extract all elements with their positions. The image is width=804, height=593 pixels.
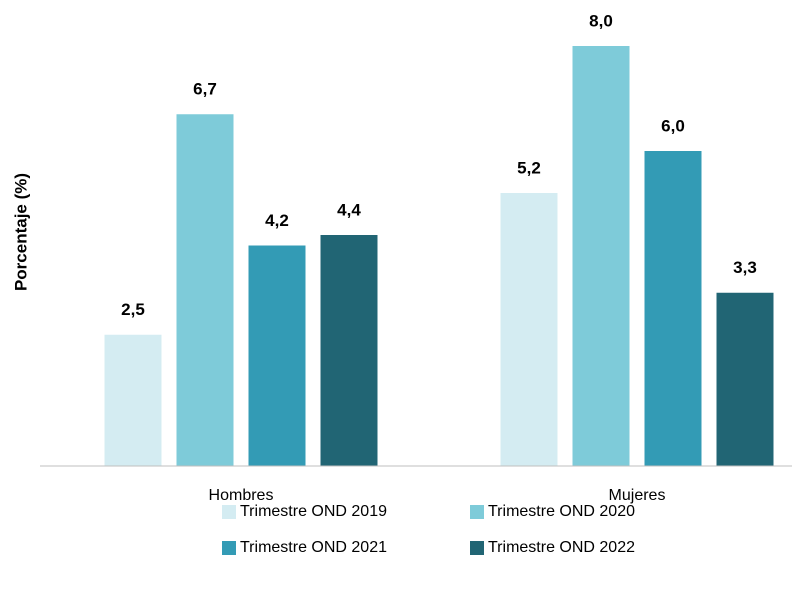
legend-label: Trimestre OND 2020 bbox=[488, 503, 635, 520]
data-label: 4,4 bbox=[337, 200, 361, 219]
data-label: 8,0 bbox=[589, 11, 613, 30]
legend-swatch bbox=[470, 541, 484, 555]
bar bbox=[716, 292, 774, 466]
bar bbox=[104, 334, 162, 466]
bar bbox=[500, 193, 558, 466]
data-label: 6,0 bbox=[661, 116, 685, 135]
x-tick-label: Mujeres bbox=[609, 487, 666, 504]
data-label: 2,5 bbox=[121, 300, 145, 319]
legend-swatch bbox=[222, 505, 236, 519]
data-label: 4,2 bbox=[265, 211, 289, 230]
legend-label: Trimestre OND 2022 bbox=[488, 539, 635, 556]
data-label: 6,7 bbox=[193, 80, 217, 99]
bar bbox=[176, 114, 234, 466]
legend-swatch bbox=[470, 505, 484, 519]
bar bbox=[320, 235, 378, 466]
data-label: 5,2 bbox=[517, 158, 541, 177]
legend-label: Trimestre OND 2019 bbox=[240, 503, 387, 520]
legend-swatch bbox=[222, 541, 236, 555]
y-axis-label: Porcentaje (%) bbox=[11, 173, 30, 291]
bar bbox=[572, 46, 630, 466]
legend-label: Trimestre OND 2021 bbox=[240, 539, 387, 556]
x-tick-label: Hombres bbox=[209, 487, 274, 504]
bar bbox=[644, 151, 702, 466]
data-label: 3,3 bbox=[733, 258, 757, 277]
bar bbox=[248, 245, 306, 466]
